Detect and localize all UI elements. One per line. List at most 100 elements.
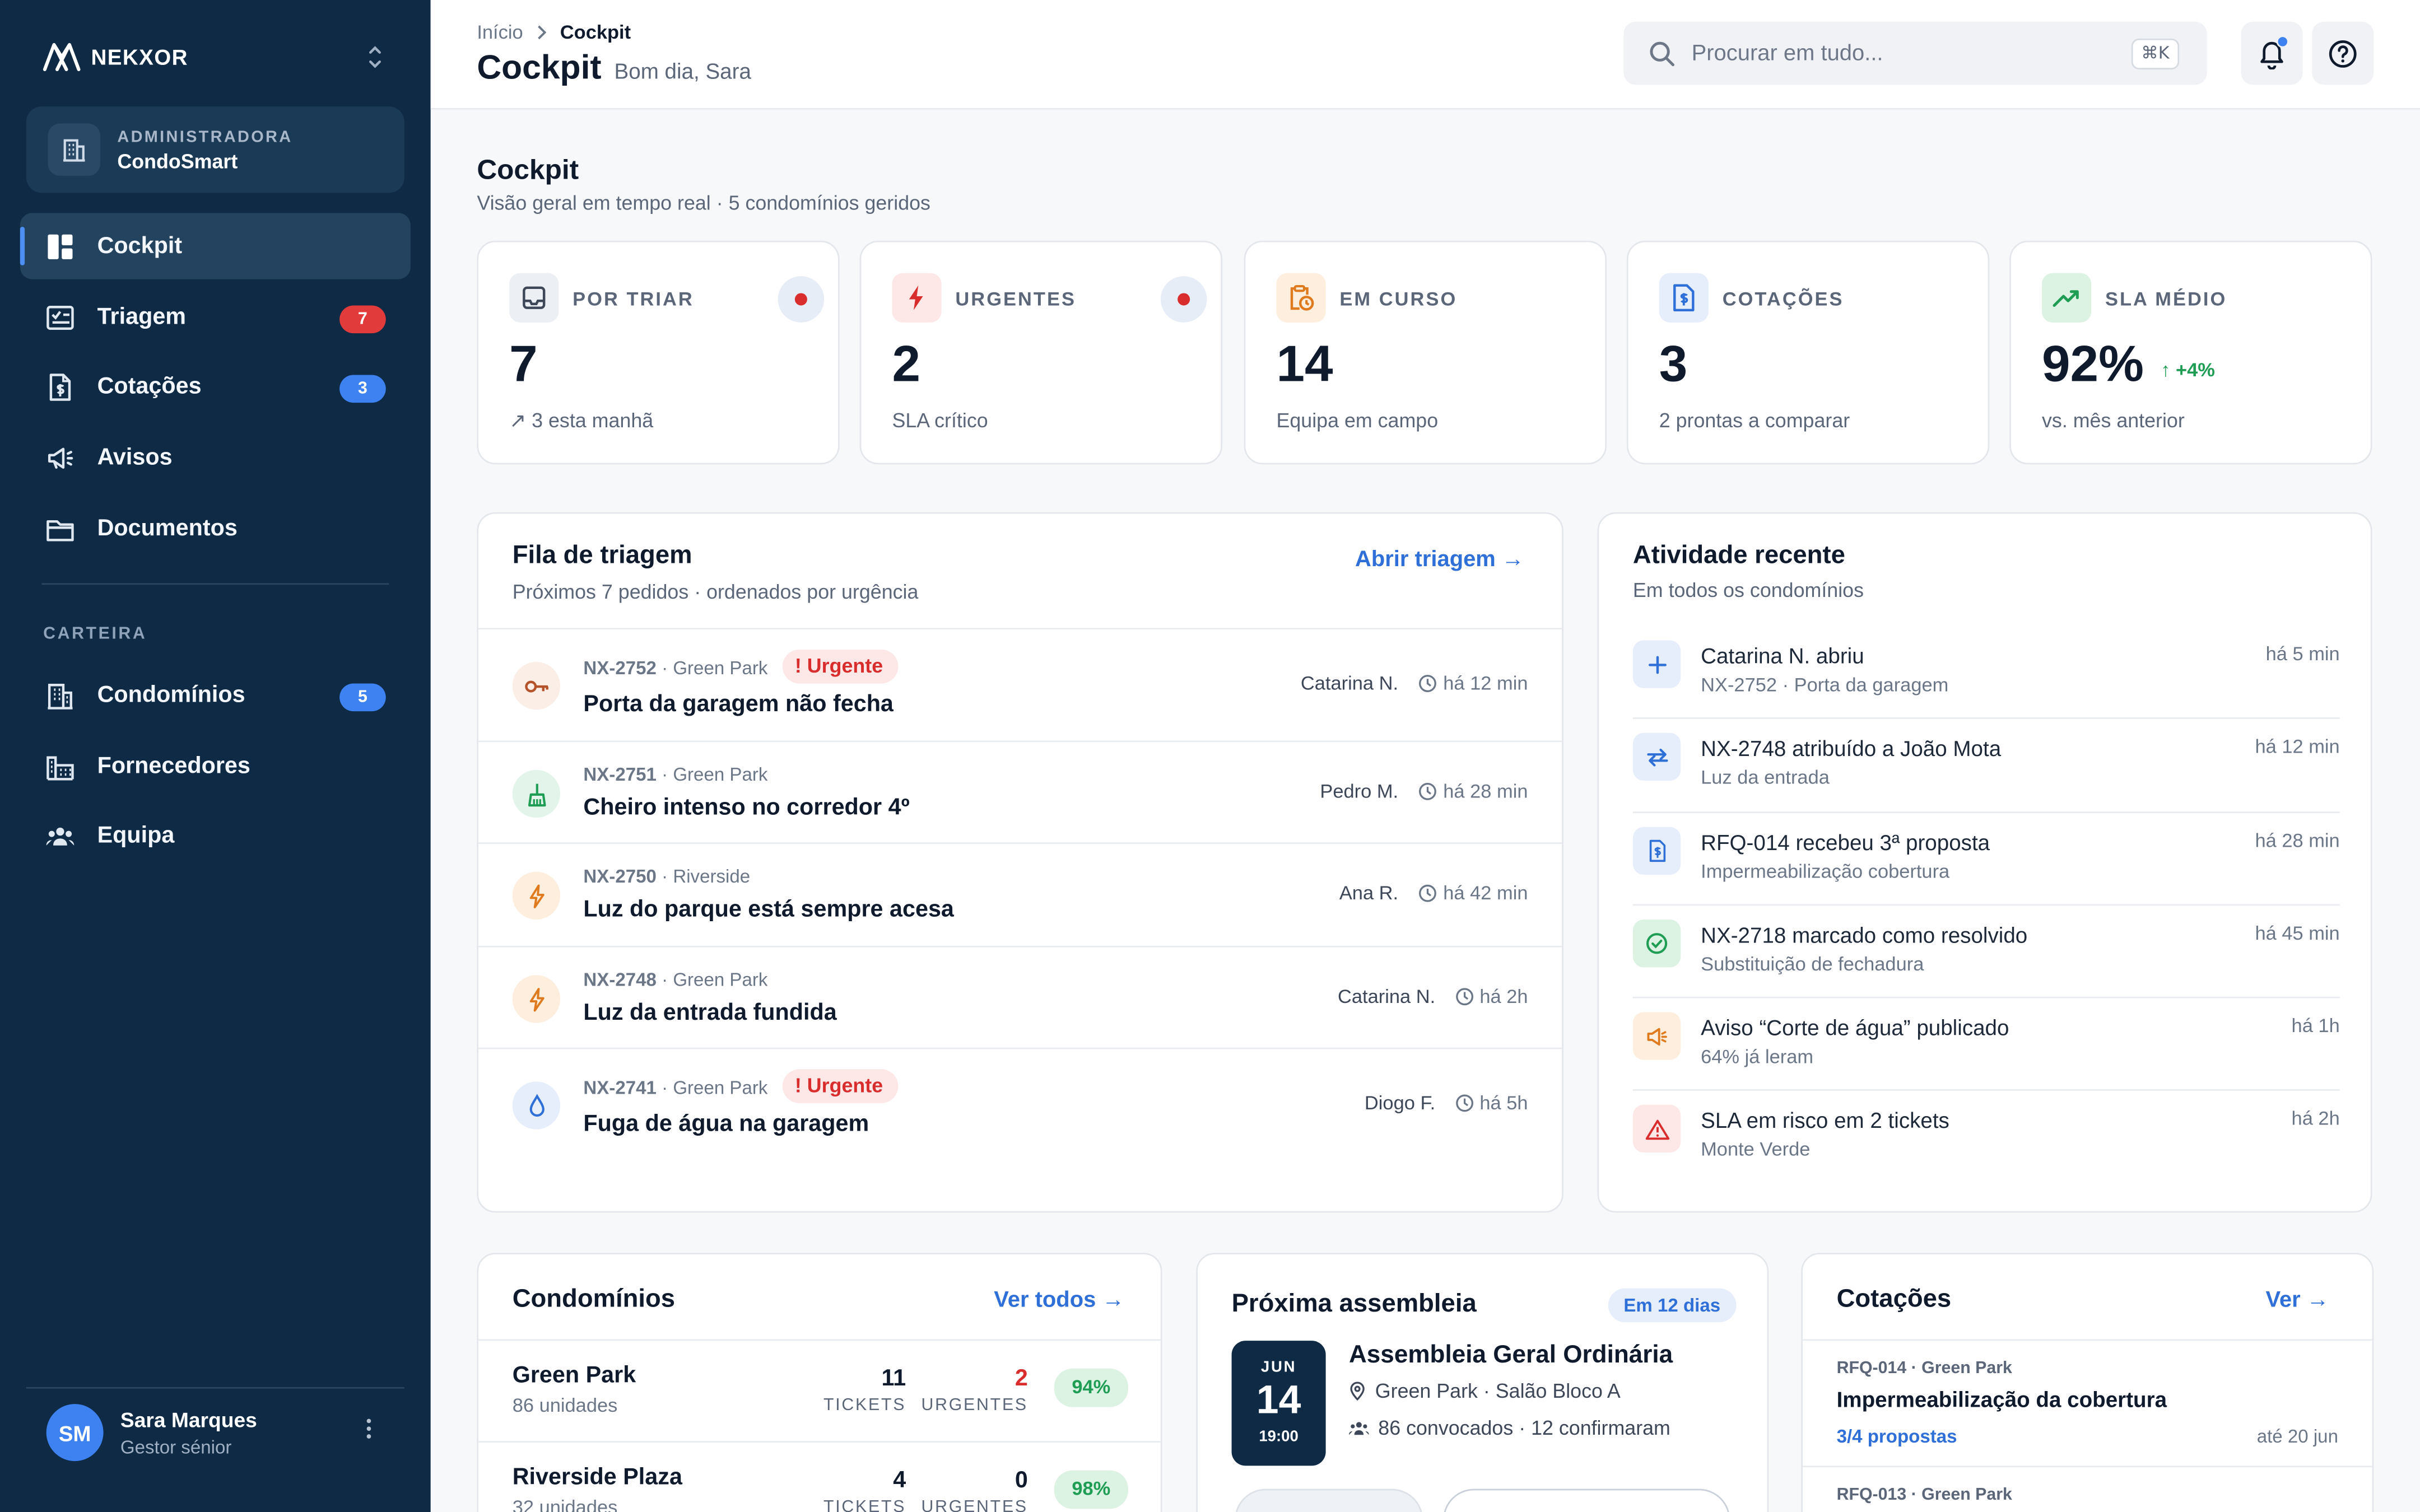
condos-panel: Condomínios Ver todos → Green Park 86 un…: [477, 1253, 1162, 1512]
panel-subtitle: Próximos 7 pedidos · ordenados por urgên…: [512, 580, 919, 604]
factory-icon: [46, 756, 74, 781]
clock-icon: [1419, 675, 1437, 692]
more-vertical-icon[interactable]: [358, 1418, 380, 1449]
condo-name: Green Park: [512, 1362, 636, 1389]
kpi-label: POR TRIAR: [573, 288, 694, 310]
kpi-value: 7: [509, 334, 538, 392]
activity-time: há 1h: [2291, 1015, 2340, 1037]
user-name: Sara Marques: [120, 1408, 257, 1432]
ticket-title: Porta da garagem não fecha: [583, 691, 893, 718]
view-meeting-button[interactable]: Ver: [1235, 1488, 1423, 1512]
nav-item-triagem[interactable]: Triagem 7: [20, 284, 411, 350]
activity-item[interactable]: SLA em risco em 2 tickets Monte Verde há…: [1632, 1104, 2340, 1197]
ticket-title: Luz do parque está sempre acesa: [583, 896, 954, 923]
folder-icon: [46, 520, 74, 542]
alert-indicator: [778, 276, 825, 323]
notifications-button[interactable]: [2241, 21, 2303, 85]
ticket-assignee: Catarina N.: [1338, 986, 1436, 1008]
meeting-attendance-label: 86 convocados · 12 confirmaram: [1378, 1416, 1670, 1440]
nav-item-avisos[interactable]: Avisos: [20, 424, 411, 491]
exclamation-icon: !: [794, 1074, 807, 1097]
count-badge: 7: [339, 305, 386, 334]
kpi-delta: ↑ +4%: [2161, 360, 2215, 381]
view-all-condos-link[interactable]: Ver todos →: [994, 1288, 1125, 1313]
team-icon: [1348, 1422, 1369, 1435]
activity-subtitle: Impermeabilização cobertura: [1701, 861, 1950, 883]
kpi-card-sla-medio[interactable]: SLA MÉDIO 92% ↑ +4% vs. mês anterior: [2009, 240, 2372, 465]
divider: [41, 583, 389, 585]
nav-item-documentos[interactable]: Documentos: [20, 495, 411, 561]
help-button[interactable]: [2312, 21, 2374, 85]
table-row[interactable]: NX-2748 · Green Park Luz da entrada fund…: [478, 945, 1562, 1049]
kpi-value: 14: [1276, 334, 1333, 392]
list-item[interactable]: RFQ-014 · Green Park Impermeabilização d…: [1802, 1339, 2372, 1466]
breadcrumb-current: Cockpit: [560, 21, 631, 44]
kpi-card-cotacoes[interactable]: COTAÇÕES 3 2 prontas a comparar: [1626, 240, 1990, 465]
broom-icon: [512, 769, 561, 818]
activity-item[interactable]: NX-2748 atribuído a João Mota Luz da ent…: [1632, 732, 2340, 825]
list-item[interactable]: RFQ-013 · Green Park: [1802, 1466, 2372, 1512]
activity-subtitle: Substituição de fechadura: [1701, 953, 1924, 976]
nav-item-condominios[interactable]: Condomínios 5: [20, 662, 411, 728]
nav-item-fornecedores[interactable]: Fornecedores: [20, 733, 411, 799]
panel-title: Cotações: [1836, 1285, 1952, 1313]
meeting-location: Green Park · Salão Bloco A: [1349, 1379, 1621, 1402]
activity-title: NX-2718 marcado como resolvido: [1701, 922, 2028, 948]
activity-time: há 45 min: [2255, 922, 2340, 945]
condo-urgent: 0: [1014, 1467, 1028, 1494]
kpi-label: COTAÇÕES: [1722, 288, 1844, 310]
table-row[interactable]: NX-2741 · Green Park ! Urgente Fuga de á…: [478, 1047, 1562, 1162]
search-input[interactable]: [1691, 34, 2109, 73]
condo-tickets: 11: [881, 1365, 906, 1392]
table-row[interactable]: NX-2751 · Green Park Cheiro intenso no c…: [478, 740, 1562, 844]
brand[interactable]: NEKXOR: [40, 40, 188, 74]
global-search[interactable]: ⌘K: [1623, 21, 2207, 85]
table-row[interactable]: Green Park 86 unidades 11 TICKETS 2 URGE…: [478, 1339, 1161, 1441]
meeting-day: 14: [1256, 1376, 1301, 1423]
table-row[interactable]: NX-2750 · Riverside Luz do parque está s…: [478, 842, 1562, 946]
meeting-month: JUN: [1260, 1359, 1297, 1376]
ticket-id: NX-2751: [583, 763, 657, 786]
nav-item-cockpit[interactable]: Cockpit: [20, 213, 411, 279]
breadcrumb-home[interactable]: Início: [477, 21, 523, 44]
ticket-meta: NX-2752 · Green Park: [583, 657, 767, 679]
ticket-id: NX-2748: [583, 969, 657, 991]
condo-urgent: 2: [1014, 1365, 1028, 1392]
kpi-card-em-curso[interactable]: EM CURSO 14 Equipa em campo: [1244, 240, 1607, 465]
view-quotes-link[interactable]: Ver →: [2265, 1288, 2329, 1313]
top-header: Início Cockpit Cockpit Bom dia, Sara ⌘K: [430, 0, 2420, 110]
prepare-meeting-button[interactable]: Preparar: [1443, 1488, 1730, 1512]
kpi-card-por-triar[interactable]: POR TRIAR 7 ↗ 3 esta manhã: [477, 240, 840, 465]
kpi-card-urgentes[interactable]: URGENTES 2 SLA crítico: [859, 240, 1223, 465]
avatar[interactable]: SM: [46, 1404, 104, 1462]
ticket-place: · Riverside: [656, 865, 751, 888]
nav-item-cotacoes[interactable]: Cotações 3: [20, 353, 411, 419]
activity-item[interactable]: NX-2718 marcado como resolvido Substitui…: [1632, 920, 2340, 1012]
greeting: Bom dia, Sara: [614, 58, 751, 83]
tickets-caption: TICKETS: [823, 1396, 906, 1415]
swap-icon: [1632, 732, 1681, 781]
activity-item[interactable]: Catarina N. abriu NX-2752 · Porta da gar…: [1632, 640, 2340, 732]
quote-deadline: até 20 jun: [2256, 1425, 2338, 1448]
open-triage-link[interactable]: Abrir triagem →: [1355, 548, 1524, 573]
org-switcher[interactable]: ADMINISTRADORA CondoSmart: [26, 106, 404, 193]
table-row[interactable]: NX-2752 · Green Park ! Urgente Porta da …: [478, 628, 1562, 740]
meeting-date: JUN 14 19:00: [1231, 1341, 1326, 1466]
chevron-updown-icon[interactable]: [366, 43, 384, 72]
plus-icon: [1632, 640, 1681, 688]
table-row[interactable]: Riverside Plaza 32 unidades 4 TICKETS 0 …: [478, 1441, 1161, 1512]
panel-subtitle: Em todos os condomínios: [1632, 578, 1864, 602]
quote-title: Impermeabilização da cobertura: [1836, 1387, 2167, 1412]
activity-item[interactable]: Aviso “Corte de água” publicado 64% já l…: [1632, 1012, 2340, 1104]
kpi-delta-value: +4%: [2175, 359, 2215, 381]
activity-title: NX-2748 atribuído a João Mota: [1701, 736, 2002, 761]
nav-item-equipa[interactable]: Equipa: [20, 802, 411, 869]
ticket-time-label: há 28 min: [1443, 781, 1528, 802]
search-icon: [1650, 41, 1675, 67]
bolt-icon: [892, 273, 942, 323]
ticket-assignee: Diogo F.: [1364, 1092, 1436, 1114]
activity-title: Catarina N. abriu: [1701, 643, 1864, 668]
bolt-icon: [512, 871, 561, 920]
activity-item[interactable]: RFQ-014 recebeu 3ª proposta Impermeabili…: [1632, 827, 2340, 920]
alert-indicator: [1160, 276, 1207, 323]
